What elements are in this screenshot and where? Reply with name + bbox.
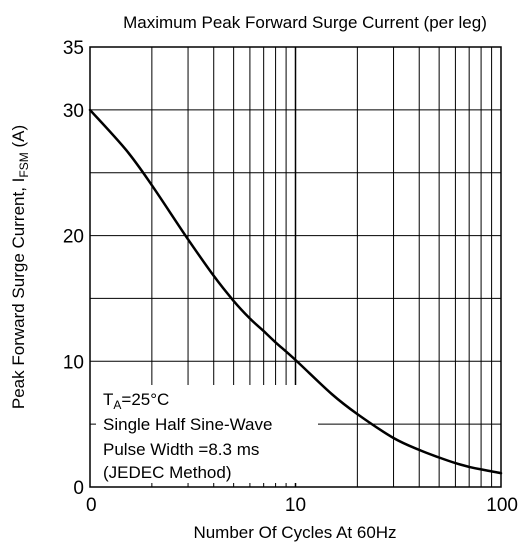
y-tick-label: 0 <box>73 478 84 499</box>
annotation-temp-main: T <box>103 390 113 409</box>
annotation-temperature: TA=25°C <box>103 390 169 412</box>
plot-area-border <box>89 46 502 488</box>
annotation-pulse-width: Pulse Width =8.3 ms <box>103 440 259 459</box>
chart-title: Maximum Peak Forward Surge Current (per … <box>123 13 487 32</box>
annotation-waveform: Single Half Sine-Wave <box>103 415 272 434</box>
annotation-temp-sub: A <box>113 398 121 412</box>
y-tick-label: 30 <box>63 101 84 122</box>
annotation-method: (JEDEC Method) <box>103 463 231 482</box>
y-tick-label: 35 <box>63 38 84 59</box>
x-tick-label: 10 <box>285 495 306 516</box>
annotation-temp-rest: =25°C <box>121 390 169 409</box>
x-axis-label: Number Of Cycles At 60Hz <box>193 523 396 542</box>
y-tick-label: 10 <box>63 352 84 373</box>
x-tick-label: 0 <box>86 495 97 516</box>
y-axis-label: Peak Forward Surge Current, IFSM (A) <box>9 125 31 409</box>
y-axis-label-unit: (A) <box>9 125 28 152</box>
y-axis-label-main: Peak Forward Surge Current, I <box>9 178 28 409</box>
x-tick-label: 100 <box>486 495 518 516</box>
surge-current-curve <box>88 108 503 475</box>
y-tick-label: 20 <box>63 227 84 248</box>
y-axis-label-sub: FSM <box>17 152 31 177</box>
tick-labels: 0 10 20 30 35 0 10 100 <box>63 38 518 516</box>
annotation-background <box>96 385 318 483</box>
